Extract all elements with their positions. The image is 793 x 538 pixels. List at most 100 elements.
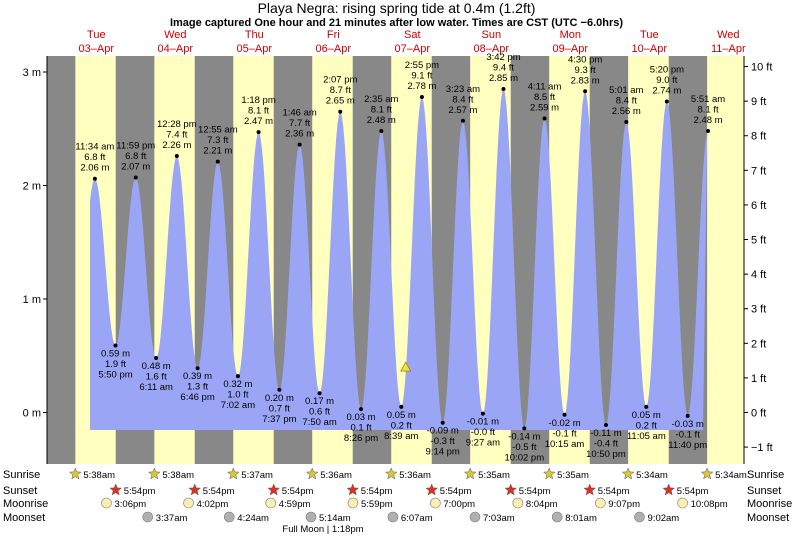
high-tide-label: 11:34 am bbox=[75, 142, 114, 153]
low-tide-label: 1.3 ft bbox=[187, 382, 208, 393]
date-label: 11–Apr bbox=[711, 43, 746, 55]
low-tide-label: 6:46 pm bbox=[180, 392, 214, 403]
day-name-label: Sat bbox=[404, 29, 421, 41]
high-tide-point bbox=[379, 129, 384, 134]
moonrise-time-label: 5:59pm bbox=[361, 499, 393, 510]
low-tide-label: 1.0 ft bbox=[227, 390, 248, 401]
low-tide-label: -0.0 ft bbox=[471, 427, 496, 438]
high-tide-label: 2.21 m bbox=[203, 146, 232, 157]
low-tide-label: -0.1 ft bbox=[552, 428, 577, 439]
sunrise-time-label: 5:38am bbox=[162, 470, 194, 481]
high-tide-point bbox=[297, 142, 302, 147]
moonrise-time-label: 7:00pm bbox=[443, 499, 475, 510]
high-tide-label: 2.07 m bbox=[121, 162, 150, 173]
high-tide-label: 2.57 m bbox=[448, 105, 477, 116]
left-tick-label: 3 m bbox=[23, 67, 41, 79]
high-tide-point bbox=[133, 175, 138, 180]
low-tide-label: -0.1 ft bbox=[676, 429, 701, 440]
low-tide-point bbox=[359, 407, 364, 412]
low-tide-label: 8:39 am bbox=[384, 431, 418, 442]
low-tide-label: -0.11 m bbox=[590, 428, 622, 439]
high-tide-point bbox=[706, 129, 711, 134]
high-tide-point bbox=[338, 109, 343, 114]
low-tide-point bbox=[562, 412, 567, 417]
low-tide-point bbox=[399, 404, 404, 409]
sunset-icon bbox=[188, 483, 202, 496]
high-tide-label: 3:42 pm bbox=[486, 52, 520, 63]
high-tide-point bbox=[419, 94, 424, 99]
right-tick-label: 1 ft bbox=[751, 373, 766, 385]
moonrise-icon bbox=[430, 497, 441, 509]
right-tick-label: 5 ft bbox=[751, 235, 766, 247]
moonset-time-label: 7:03am bbox=[483, 513, 515, 524]
sunset-icon bbox=[267, 483, 281, 496]
sunset-icon bbox=[504, 483, 518, 496]
sunrise-time-label: 5:37am bbox=[241, 470, 273, 481]
right-tick-label: 3 ft bbox=[751, 304, 766, 316]
low-tide-label: -0.09 m bbox=[427, 426, 459, 437]
day-labels: Tue 03–Apr Wed 04–Apr Thu 05–Apr Fri 06–Apr Sat 0… bbox=[79, 29, 746, 55]
low-tide-point bbox=[277, 387, 282, 392]
high-tide-label: 2.85 m bbox=[489, 73, 518, 84]
sunrise-row-label-right: Sunrise bbox=[747, 469, 784, 481]
low-tide-label: 11:40 pm bbox=[668, 440, 707, 451]
low-tide-label: 0.1 ft bbox=[350, 423, 371, 434]
low-tide-label: 1.6 ft bbox=[146, 372, 167, 383]
sunset-time-label: 5:54pm bbox=[440, 486, 472, 497]
high-tide-label: 5:01 am bbox=[609, 85, 643, 96]
moonrise-time-label: 3:06pm bbox=[115, 499, 147, 510]
day-name-label: Wed bbox=[717, 29, 739, 41]
moonset-time-label: 9:02am bbox=[648, 513, 680, 524]
date-label: 04–Apr bbox=[158, 43, 194, 55]
low-tide-label: 0.39 m bbox=[183, 371, 212, 382]
sunset-time-label: 5:54pm bbox=[282, 486, 314, 497]
right-tick-label: 2 ft bbox=[751, 338, 766, 350]
sunrise-time-label: 5:35am bbox=[478, 470, 510, 481]
moonrise-icon bbox=[101, 497, 112, 509]
low-tide-point bbox=[235, 374, 240, 379]
high-tide-label: 8.4 ft bbox=[452, 94, 473, 105]
high-tide-point bbox=[174, 153, 179, 158]
full-moon-label: Full Moon | 1:18pm bbox=[282, 524, 363, 535]
sunset-row-label-right: Sunset bbox=[747, 485, 781, 497]
sunset-icon bbox=[109, 483, 123, 496]
high-tide-label: 9.1 ft bbox=[411, 70, 432, 81]
high-tide-label: 12:55 am bbox=[198, 125, 238, 136]
high-tide-label: 3:23 am bbox=[446, 84, 480, 95]
moonset-time-label: 8:01am bbox=[565, 513, 597, 524]
moonset-row-label: Moonset bbox=[3, 512, 45, 524]
high-tide-label: 2:35 am bbox=[364, 94, 398, 105]
low-tide-label: -0.02 m bbox=[548, 418, 580, 429]
sunset-time-label: 5:54pm bbox=[677, 486, 709, 497]
high-tide-label: 2:07 pm bbox=[323, 75, 357, 86]
low-tide-label: 0.48 m bbox=[142, 361, 171, 372]
sunset-time-label: 5:54pm bbox=[124, 486, 156, 497]
sunset-row-label: Sunset bbox=[3, 485, 37, 497]
day-name-label: Fri bbox=[327, 29, 340, 41]
high-tide-label: 8.7 ft bbox=[330, 85, 351, 96]
moonset-icon bbox=[223, 511, 235, 523]
high-tide-point bbox=[624, 119, 629, 124]
high-tide-label: 8.1 ft bbox=[371, 105, 392, 116]
low-tide-label: 7:02 am bbox=[221, 400, 255, 411]
sunrise-time-label: 5:34am bbox=[636, 470, 668, 481]
moonset-icon bbox=[142, 511, 154, 523]
high-tide-label: 6.8 ft bbox=[125, 151, 146, 162]
high-tide-label: 5:51 am bbox=[691, 94, 725, 105]
low-tide-point bbox=[195, 366, 200, 371]
right-tick-label: 8 ft bbox=[751, 131, 766, 143]
high-tide-label: 2:55 pm bbox=[405, 60, 439, 71]
high-tide-label: 7.7 ft bbox=[289, 118, 310, 129]
high-tide-point bbox=[501, 87, 506, 92]
high-tide-label: 1:18 pm bbox=[241, 95, 275, 106]
low-tide-point bbox=[644, 404, 649, 409]
high-tide-label: 2.59 m bbox=[530, 103, 559, 114]
tide-extremes: 11:34 am6.8 ft2.06 m0.59 m1.9 ft5:50 pm1… bbox=[75, 52, 725, 463]
low-tide-label: 0.03 m bbox=[347, 412, 376, 423]
high-tide-label: 9.3 ft bbox=[575, 65, 596, 76]
moonset-icon bbox=[551, 511, 563, 523]
high-tide-label: 8.5 ft bbox=[534, 92, 555, 103]
moonrise-time-label: 10:08pm bbox=[691, 499, 728, 510]
high-tide-label: 2.78 m bbox=[407, 81, 436, 92]
high-tide-label: 7.4 ft bbox=[166, 129, 187, 140]
